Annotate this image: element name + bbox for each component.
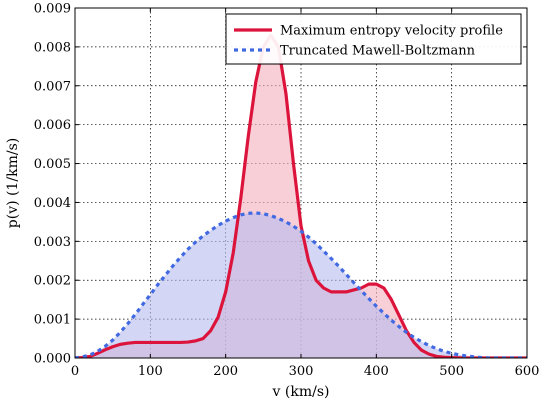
y-tick-label: 0.008 <box>34 40 71 55</box>
y-tick-label: 0.001 <box>34 313 71 328</box>
plot-area: 0 100 200 300 400 500 600 0.000 0.001 0.002 0.003 0… <box>34 2 540 380</box>
series-area-1 <box>75 212 527 358</box>
legend-box <box>225 13 522 65</box>
y-tick-label: 0.004 <box>34 196 71 211</box>
y-tick-label: 0.003 <box>34 235 71 250</box>
series-line-1 <box>75 211 527 358</box>
x-tick-label: 0 <box>71 364 79 379</box>
y-tick-label: 0.002 <box>34 274 71 289</box>
legend: Maximum entropy velocity profile Truncate… <box>225 13 522 65</box>
y-tick-label: 0.000 <box>34 352 71 367</box>
y-tick-label: 0.005 <box>34 157 71 172</box>
legend-label-0: Maximum entropy velocity profile <box>280 24 503 39</box>
x-tick-label: 600 <box>515 364 540 379</box>
series-group <box>75 33 527 358</box>
x-tick-label: 400 <box>364 364 389 379</box>
y-axis-label: p(v) (1/km/s) <box>5 138 21 228</box>
series-line-0 <box>75 33 527 358</box>
tick-group: 0 100 200 300 400 500 600 0.000 0.001 0.002 0.003 0… <box>34 2 540 380</box>
x-tick-label: 500 <box>439 364 464 379</box>
y-tick-label: 0.009 <box>34 2 71 17</box>
y-axis-title: p(v) (1/km/s) <box>5 138 21 228</box>
x-axis-label: v (km/s) <box>272 384 330 400</box>
x-axis-title: v (km/s) <box>272 384 330 400</box>
x-tick-label: 300 <box>289 364 314 379</box>
legend-label-1: Truncated Mawell-Boltzmann <box>280 44 476 59</box>
y-tick-label: 0.007 <box>34 79 71 94</box>
x-tick-label: 200 <box>213 364 238 379</box>
y-tick-label: 0.006 <box>34 118 71 133</box>
x-tick-label: 100 <box>138 364 163 379</box>
